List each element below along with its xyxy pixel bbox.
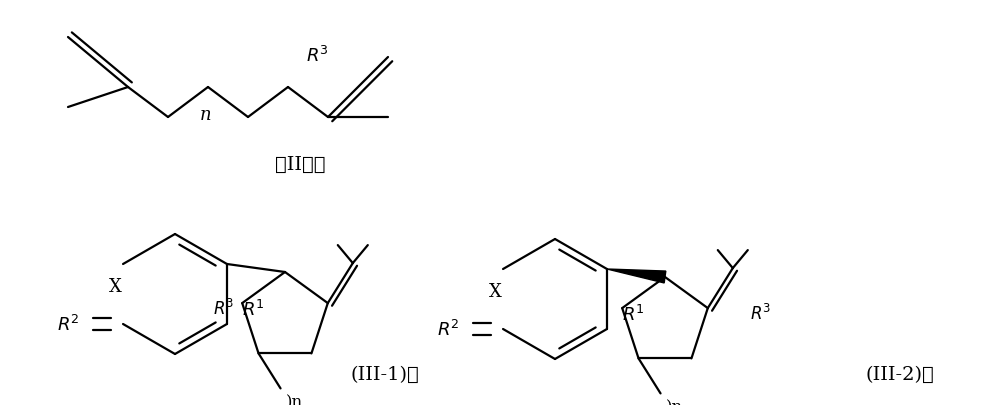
Text: X: X xyxy=(109,277,121,295)
Polygon shape xyxy=(607,269,666,283)
Text: （II）；: （II）； xyxy=(275,156,325,174)
Text: (III-1)或: (III-1)或 xyxy=(351,365,419,383)
Text: X: X xyxy=(489,282,501,300)
Text: $R^2$: $R^2$ xyxy=(437,319,459,339)
Text: n: n xyxy=(200,106,212,124)
Text: )n: )n xyxy=(286,393,303,405)
Text: (III-2)；: (III-2)； xyxy=(866,365,934,383)
Text: $R^2$: $R^2$ xyxy=(57,314,79,334)
Text: $R^3$: $R^3$ xyxy=(213,298,234,318)
Text: $R^3$: $R^3$ xyxy=(750,303,771,323)
Text: $R^1$: $R^1$ xyxy=(242,299,265,319)
Text: $R^1$: $R^1$ xyxy=(622,304,645,324)
Text: $R^3$: $R^3$ xyxy=(306,46,329,66)
Text: )n: )n xyxy=(666,399,683,405)
